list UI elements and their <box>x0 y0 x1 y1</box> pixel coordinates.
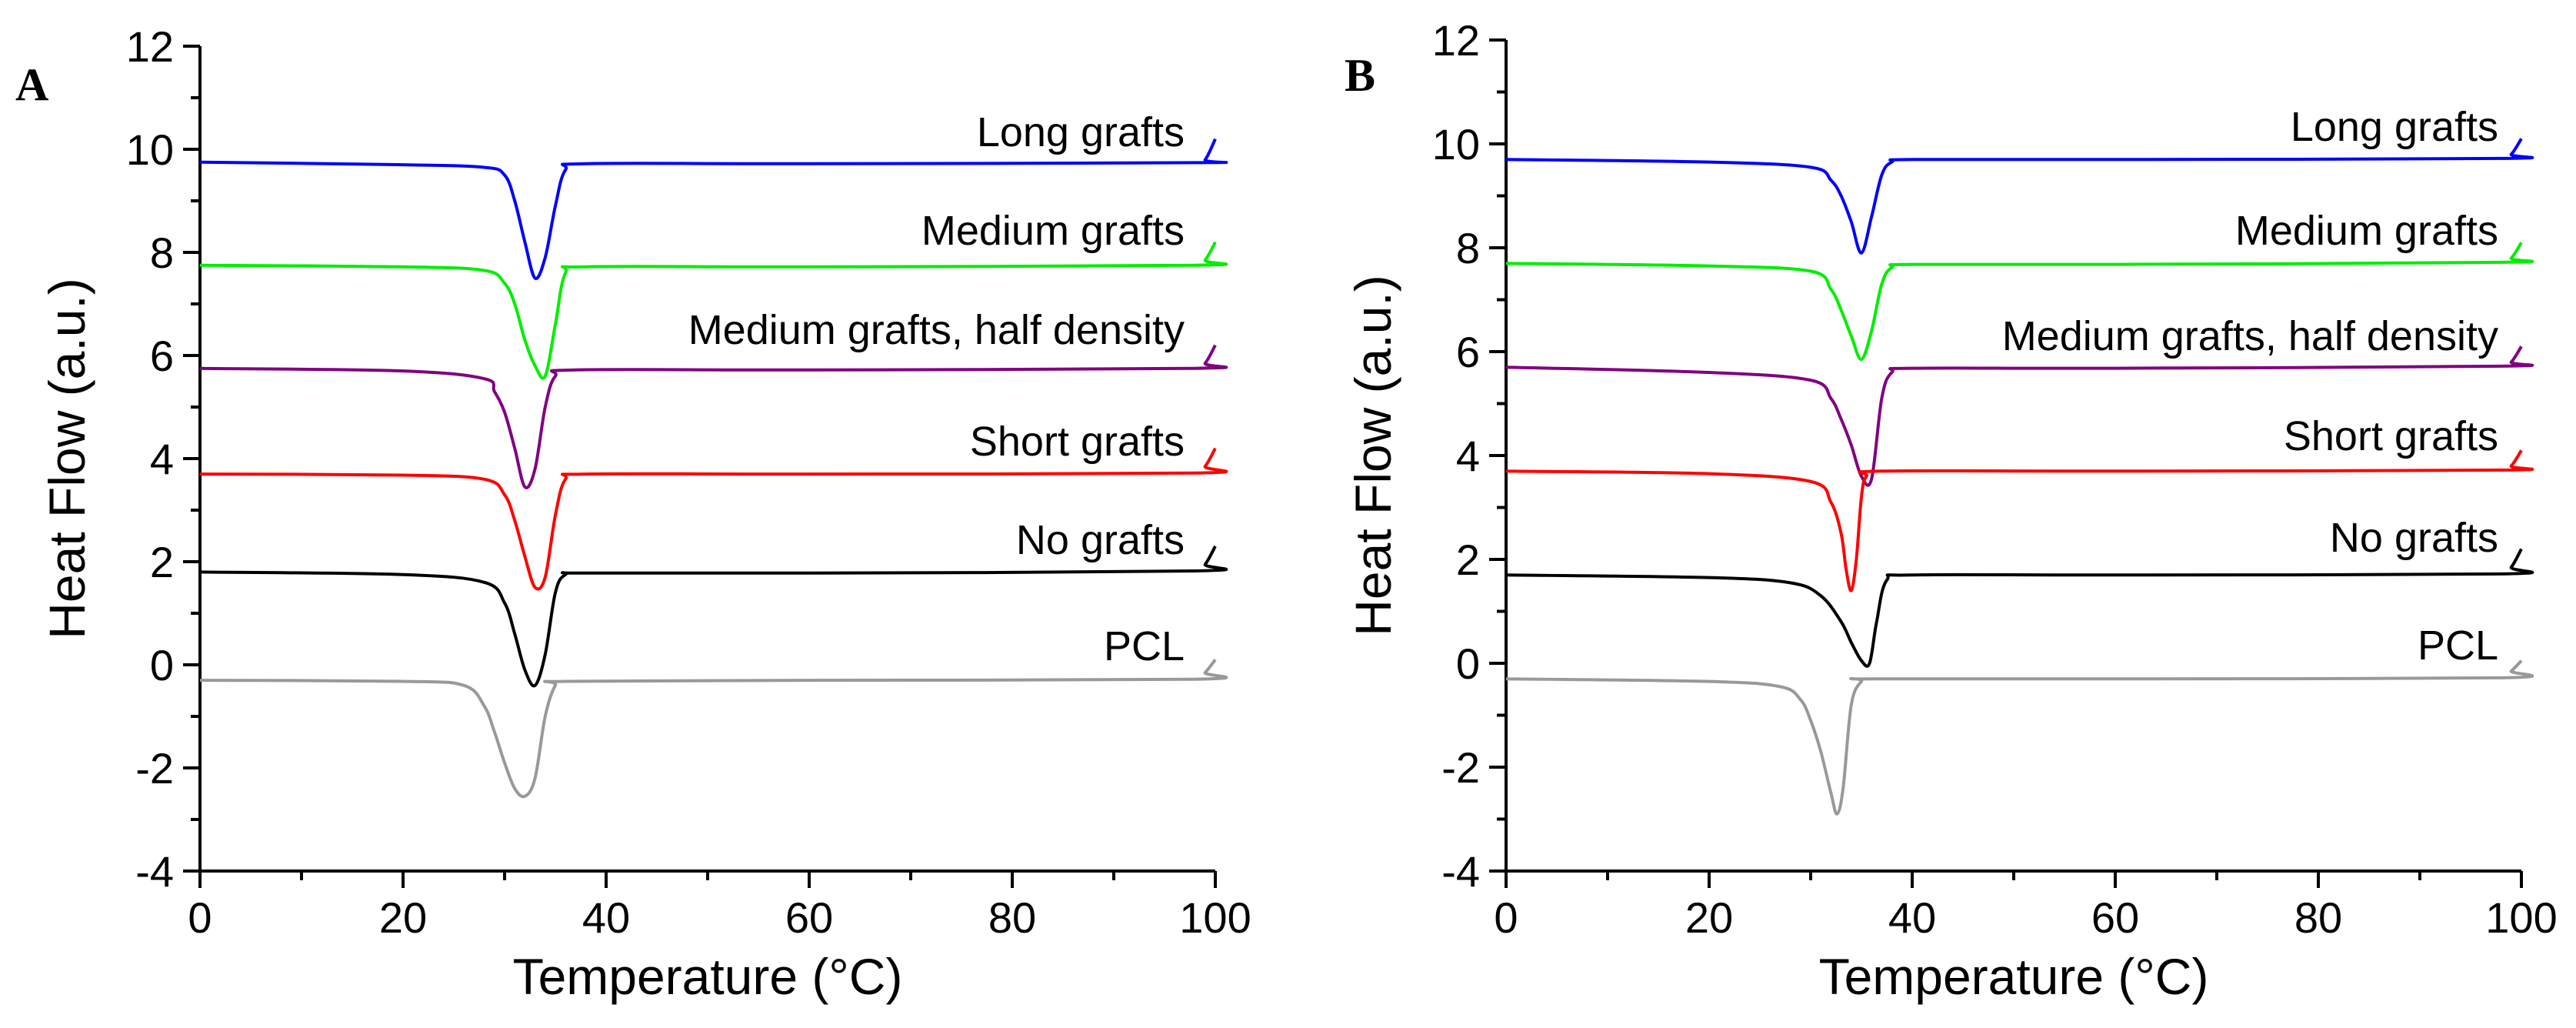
y-tick-label: 12 <box>126 22 174 71</box>
y-tick-label: 6 <box>150 332 174 380</box>
panel-letter: A <box>15 59 48 110</box>
y-tick-label: 2 <box>150 538 174 586</box>
y-tick-label: -2 <box>1441 743 1480 792</box>
y-tick-label: 10 <box>126 125 174 174</box>
x-axis-title: Temperature (°C) <box>513 948 903 1005</box>
y-tick-label: 8 <box>150 229 174 277</box>
x-tick-label: 60 <box>2091 893 2139 942</box>
x-tick-label: 100 <box>2485 893 2557 942</box>
series-line-medium-grafts <box>1505 242 2534 362</box>
x-tick-label: 0 <box>188 893 212 942</box>
series-line-no-grafts <box>1505 548 2534 668</box>
y-tick-label: 10 <box>1432 120 1480 169</box>
series-label: Long grafts <box>2291 104 2498 150</box>
chart-panel-b: -4 -2 0 2 4 6 8 10 12 0 20 40 60 80 100 Temperature (°C… <box>1345 16 2558 1005</box>
chart-panel-a: -4 -2 0 2 4 6 8 10 12 0 20 40 60 80 100 Temperature (°C… <box>15 22 1251 1005</box>
y-tick-label: 0 <box>150 641 174 689</box>
x-tick-label: 80 <box>2294 893 2342 942</box>
x-tick-label: 40 <box>1888 893 1936 942</box>
y-tick-label: 0 <box>1456 639 1480 688</box>
x-tick-label: 0 <box>1494 893 1518 942</box>
series-label: PCL <box>1104 623 1185 669</box>
y-tick-label: 2 <box>1456 536 1480 584</box>
series-line-medium-grafts-half-density <box>199 344 1228 489</box>
x-tick-label: 60 <box>785 893 833 942</box>
y-tick-label: 4 <box>150 435 174 483</box>
y-axis-title: Heat Flow (a.u.) <box>38 278 95 639</box>
x-tick-label: 80 <box>988 893 1036 942</box>
x-tick-label: 20 <box>379 893 427 942</box>
x-tick-label: 100 <box>1179 893 1251 942</box>
series-label: Medium grafts, half density <box>2002 313 2498 359</box>
series-label: Medium grafts <box>2235 208 2498 254</box>
x-tick-label: 20 <box>1685 893 1733 942</box>
series-label: Short grafts <box>2284 413 2498 459</box>
series-line-pcl <box>1505 659 2534 816</box>
series-label: No grafts <box>2330 515 2498 561</box>
series-line-short-grafts <box>1505 449 2534 592</box>
y-axis-title: Heat Flow (a.u.) <box>1345 275 1401 636</box>
series-line-short-grafts <box>199 447 1228 591</box>
x-tick-label: 40 <box>582 893 630 942</box>
y-tick-label: -4 <box>135 847 174 896</box>
series-line-medium-grafts-half-density <box>1505 345 2534 487</box>
y-tick-label: 12 <box>1432 16 1480 65</box>
y-tick-label: 4 <box>1456 432 1480 480</box>
series-label: Short grafts <box>970 419 1185 465</box>
series-line-pcl <box>199 659 1228 799</box>
y-tick-label: 8 <box>1456 224 1480 272</box>
series-label: Medium grafts <box>921 208 1185 254</box>
series-line-long-grafts <box>1505 138 2534 255</box>
y-tick-label: 6 <box>1456 328 1480 376</box>
series-label: Long grafts <box>977 109 1185 155</box>
series-line-long-grafts <box>199 138 1228 280</box>
panel-letter: B <box>1345 50 1375 101</box>
series-line-medium-grafts <box>199 241 1228 380</box>
series-label: PCL <box>2418 622 2498 669</box>
series-label: No grafts <box>1016 517 1185 563</box>
series-label: Medium grafts, half density <box>688 307 1185 353</box>
y-tick-label: -4 <box>1441 847 1480 896</box>
y-tick-label: -2 <box>135 744 174 793</box>
series-line-no-grafts <box>199 545 1228 688</box>
x-axis-title: Temperature (°C) <box>1819 948 2209 1005</box>
